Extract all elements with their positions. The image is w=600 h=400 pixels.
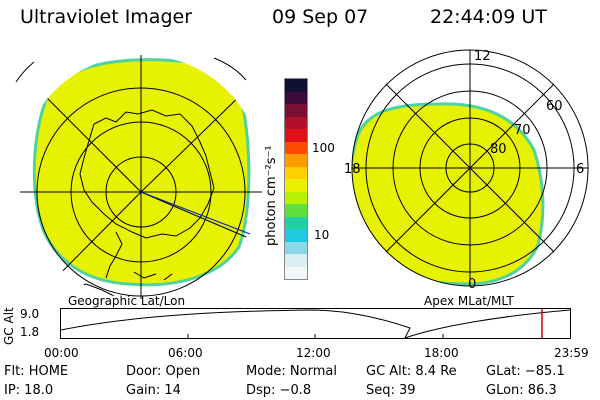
mlt-label-6: 6	[576, 162, 584, 177]
magnetic-caption: Apex MLat/MLT	[424, 294, 514, 308]
status-door: Door: Open	[126, 364, 201, 379]
colorbar-band	[285, 116, 307, 129]
mlt-label-0: 0	[468, 277, 476, 292]
auroral-emission-region	[32, 58, 251, 287]
xtick-1800: 18:00	[424, 346, 459, 360]
geographic-caption: Geographic Lat/Lon	[68, 294, 186, 308]
colorbar-band	[285, 79, 307, 92]
colorbar-band	[285, 216, 307, 229]
altitude-axis-label: GC Alt	[2, 307, 16, 345]
colorbar-band	[285, 154, 307, 167]
coastline	[79, 109, 215, 279]
colorbar-band	[285, 91, 307, 104]
colorbar-band	[285, 166, 307, 179]
altitude-curve	[60, 309, 571, 339]
magnetic-image-panel: 12 18 6 0 60 70 80	[344, 49, 589, 292]
mlt-label-18: 18	[344, 162, 361, 177]
status-dsp: Dsp: −0.8	[246, 383, 312, 398]
status-mode: Mode: Normal	[246, 364, 337, 379]
altitude-plot	[60, 308, 571, 339]
status-gc-alt: GC Alt: 8.4 Re	[366, 364, 457, 379]
colorbar-tick-10: 10	[314, 228, 330, 242]
xtick-1200: 12:00	[296, 346, 331, 360]
colorbar-band	[285, 191, 307, 204]
instrument-title: Ultraviolet Imager	[20, 6, 193, 28]
altitude-min-label: 1.8	[20, 325, 40, 339]
mlat-label-70: 70	[514, 123, 531, 138]
status-glon: GLon: 86.3	[486, 383, 557, 398]
geographic-image-panel	[15, 55, 263, 299]
xtick-2359: 23:59	[554, 346, 589, 360]
xtick-0600: 06:00	[168, 346, 203, 360]
colorbar-band	[285, 254, 307, 267]
status-glat: GLat: −85.1	[486, 364, 565, 379]
colorbar-unit-label: photon cm⁻²s⁻¹	[264, 145, 279, 246]
status-ip: IP: 18.0	[4, 383, 54, 398]
colorbar-band	[285, 266, 307, 279]
status-flt: Flt: HOME	[4, 364, 69, 379]
status-seq: Seq: 39	[366, 383, 416, 398]
altitude-max-label: 9.0	[20, 307, 40, 321]
colorbar-band	[285, 179, 307, 192]
mlat-label-60: 60	[546, 99, 563, 114]
colorbar-band	[285, 229, 307, 242]
colorbar-tick-100: 100	[312, 141, 335, 155]
time-label: 22:44:09 UT	[430, 6, 547, 28]
mlat-label-80: 80	[490, 142, 507, 157]
status-gain: Gain: 14	[126, 383, 181, 398]
colorbar	[284, 78, 308, 280]
colorbar-band	[285, 204, 307, 217]
colorbar-band	[285, 104, 307, 117]
date-label: 09 Sep 07	[272, 6, 369, 28]
mlt-label-12: 12	[474, 49, 491, 64]
colorbar-band	[285, 141, 307, 154]
xtick-0000: 00:00	[44, 346, 79, 360]
colorbar-band	[285, 129, 307, 142]
colorbar-band	[285, 241, 307, 254]
